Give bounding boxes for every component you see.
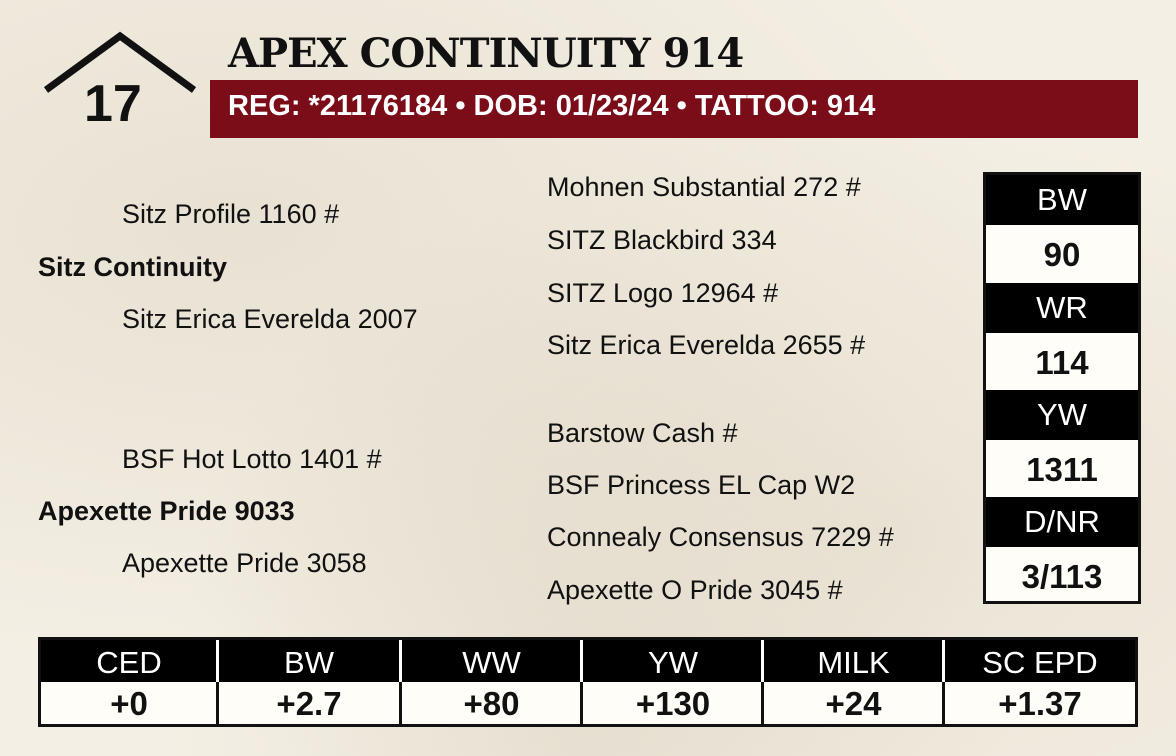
epd-milk-value: +24 [825, 685, 882, 722]
pedigree-sire-sire: Sitz Profile 1160 # [122, 199, 340, 229]
pedigree-dam-dam-sire: Connealy Consensus 7229 # [547, 522, 894, 552]
epd-divider [761, 640, 764, 724]
roof-icon [43, 31, 197, 93]
epd-divider [216, 640, 219, 682]
actual-yw-label: YW [986, 390, 1138, 440]
actual-yw-value: 1311 [1026, 451, 1098, 488]
epd-bw-label: BW [284, 645, 334, 680]
pedigree-sire-dam-dam: Sitz Erica Everelda 2655 # [547, 330, 866, 360]
epd-bw-value: +2.7 [276, 685, 342, 722]
epd-divider [399, 640, 402, 724]
pedigree-dam-sire-sire: Barstow Cash # [547, 418, 738, 448]
epd-col-yw: YW +130 [583, 640, 763, 724]
pedigree-dam: Apexette Pride 9033 [38, 496, 295, 526]
lot-number: 17 [84, 75, 142, 133]
pedigree-dam-sire-dam: BSF Princess EL Cap W2 [547, 470, 856, 500]
epd-divider [580, 640, 583, 682]
registration-bar [210, 80, 1138, 138]
actual-dnr-value: 3/113 [1021, 558, 1103, 595]
epd-col-bw: BW +2.7 [219, 640, 399, 724]
epd-divider [399, 640, 402, 682]
epd-divider [761, 640, 764, 682]
pedigree-sire-dam: Sitz Erica Everelda 2007 [122, 304, 418, 334]
pedigree-dam-dam-dam: Apexette O Pride 3045 # [547, 575, 843, 605]
epd-yw-label: YW [648, 645, 698, 680]
epd-sc-value: +1.37 [998, 685, 1082, 722]
pedigree-sire-dam-sire: SITZ Logo 12964 # [547, 278, 779, 308]
pedigree-dam-sire: BSF Hot Lotto 1401 # [122, 444, 382, 474]
epd-ww-value: +80 [463, 685, 520, 722]
actual-bw-label: BW [986, 175, 1138, 225]
epd-ced-label: CED [96, 645, 162, 680]
actual-bw-value: 90 [1043, 236, 1081, 273]
pedigree-sire: Sitz Continuity [38, 252, 227, 282]
epd-table: CED +0 BW +2.7 WW +80 YW +130 MILK +24 S… [38, 637, 1138, 727]
epd-divider [216, 640, 219, 724]
epd-col-milk: MILK +24 [764, 640, 943, 724]
actuals-box: BW 90 WR 114 YW 1311 D/NR 3/113 [983, 172, 1141, 604]
epd-col-sc: SC EPD +1.37 [945, 640, 1135, 724]
epd-ced-value: +0 [110, 685, 148, 722]
epd-sc-label: SC EPD [982, 645, 1098, 680]
actual-wr-value: 114 [1035, 344, 1089, 381]
pedigree-sire-sire-sire: Mohnen Substantial 272 # [547, 172, 861, 202]
actual-wr-label: WR [986, 283, 1138, 333]
epd-header-row [41, 640, 1135, 682]
epd-col-ced: CED +0 [41, 640, 217, 724]
epd-divider [942, 640, 945, 724]
registration-info: REG: *21176184 • DOB: 01/23/24 • TATTOO:… [228, 90, 876, 122]
pedigree-dam-dam: Apexette Pride 3058 [122, 548, 367, 578]
epd-milk-label: MILK [817, 645, 890, 680]
epd-yw-value: +130 [635, 685, 711, 722]
actual-dnr-label: D/NR [986, 497, 1138, 547]
epd-divider [580, 640, 583, 724]
epd-ww-label: WW [462, 645, 521, 680]
epd-col-ww: WW +80 [402, 640, 581, 724]
epd-divider [942, 640, 945, 682]
pedigree-sire-sire-dam: SITZ Blackbird 334 [547, 225, 777, 255]
animal-name: APEX CONTINUITY 914 [228, 30, 744, 77]
